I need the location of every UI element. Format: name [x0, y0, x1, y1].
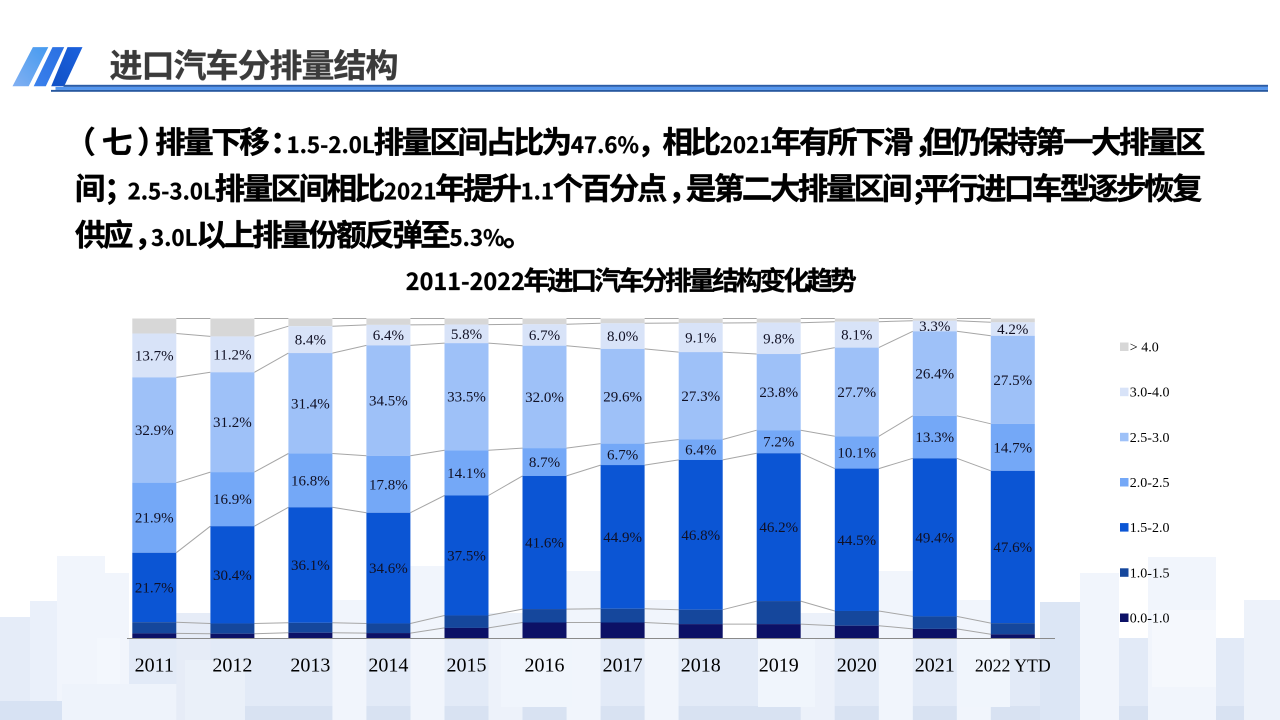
- svg-text:27.5%: 27.5%: [993, 373, 1032, 389]
- svg-text:21.7%: 21.7%: [135, 581, 174, 597]
- svg-text:2015: 2015: [447, 655, 487, 677]
- svg-text:14.7%: 14.7%: [993, 440, 1032, 456]
- svg-text:9.1%: 9.1%: [685, 331, 716, 347]
- svg-text:29.6%: 29.6%: [603, 389, 642, 405]
- svg-text:2.0-2.5: 2.0-2.5: [1130, 476, 1170, 491]
- svg-text:13.3%: 13.3%: [915, 430, 954, 446]
- svg-text:16.9%: 16.9%: [213, 492, 252, 508]
- svg-text:6.7%: 6.7%: [529, 328, 560, 344]
- svg-text:8.7%: 8.7%: [529, 455, 560, 471]
- svg-text:2013: 2013: [290, 655, 330, 677]
- svg-text:2018: 2018: [681, 655, 721, 677]
- svg-text:2016: 2016: [525, 655, 565, 677]
- svg-text:2022 YTD: 2022 YTD: [975, 656, 1051, 676]
- svg-text:2.5-3.0: 2.5-3.0: [1130, 431, 1170, 446]
- svg-text:5.8%: 5.8%: [451, 327, 482, 343]
- svg-text:8.4%: 8.4%: [295, 333, 326, 349]
- svg-text:13.7%: 13.7%: [135, 349, 174, 365]
- svg-text:3.0-4.0: 3.0-4.0: [1130, 386, 1170, 401]
- svg-text:32.0%: 32.0%: [525, 390, 564, 406]
- svg-text:6.4%: 6.4%: [373, 328, 404, 344]
- svg-text:16.8%: 16.8%: [291, 473, 330, 489]
- svg-text:> 4.0: > 4.0: [1130, 341, 1159, 356]
- svg-text:36.1%: 36.1%: [291, 558, 330, 574]
- svg-text:44.9%: 44.9%: [603, 530, 642, 546]
- svg-text:2021: 2021: [915, 655, 955, 677]
- svg-text:31.4%: 31.4%: [291, 396, 330, 412]
- svg-text:21.9%: 21.9%: [135, 511, 174, 527]
- svg-text:6.7%: 6.7%: [607, 447, 638, 463]
- svg-text:3.3%: 3.3%: [919, 319, 950, 335]
- svg-text:7.2%: 7.2%: [763, 435, 794, 451]
- svg-text:26.4%: 26.4%: [915, 367, 954, 383]
- svg-text:31.2%: 31.2%: [213, 415, 252, 431]
- svg-text:32.9%: 32.9%: [135, 423, 174, 439]
- svg-text:2011: 2011: [135, 655, 174, 677]
- svg-text:14.1%: 14.1%: [447, 466, 486, 482]
- svg-text:8.1%: 8.1%: [841, 328, 872, 344]
- svg-text:9.8%: 9.8%: [763, 331, 794, 347]
- svg-text:8.0%: 8.0%: [607, 329, 638, 345]
- svg-text:34.5%: 34.5%: [369, 394, 408, 410]
- svg-text:27.7%: 27.7%: [837, 385, 876, 401]
- svg-text:30.4%: 30.4%: [213, 568, 252, 584]
- svg-text:1.0-1.5: 1.0-1.5: [1130, 566, 1170, 581]
- svg-text:2014: 2014: [368, 655, 408, 677]
- svg-text:49.4%: 49.4%: [915, 530, 954, 546]
- svg-text:47.6%: 47.6%: [993, 540, 1032, 556]
- svg-text:2017: 2017: [603, 655, 643, 677]
- svg-text:4.2%: 4.2%: [997, 322, 1028, 338]
- svg-text:2012: 2012: [212, 655, 252, 677]
- svg-text:34.6%: 34.6%: [369, 561, 408, 577]
- svg-text:10.1%: 10.1%: [837, 445, 876, 461]
- svg-text:11.2%: 11.2%: [213, 347, 251, 363]
- svg-text:0.0-1.0: 0.0-1.0: [1130, 612, 1170, 627]
- svg-text:2020: 2020: [837, 655, 877, 677]
- svg-text:6.4%: 6.4%: [685, 443, 716, 459]
- svg-text:44.5%: 44.5%: [837, 533, 876, 549]
- svg-text:1.5-2.0: 1.5-2.0: [1130, 521, 1170, 536]
- svg-text:17.8%: 17.8%: [369, 477, 408, 493]
- svg-text:46.2%: 46.2%: [759, 520, 798, 536]
- svg-text:2019: 2019: [759, 655, 799, 677]
- svg-text:23.8%: 23.8%: [759, 385, 798, 401]
- svg-text:33.5%: 33.5%: [447, 390, 486, 406]
- svg-text:46.8%: 46.8%: [681, 528, 720, 544]
- svg-text:41.6%: 41.6%: [525, 536, 564, 552]
- svg-text:27.3%: 27.3%: [681, 389, 720, 405]
- svg-text:37.5%: 37.5%: [447, 549, 486, 565]
